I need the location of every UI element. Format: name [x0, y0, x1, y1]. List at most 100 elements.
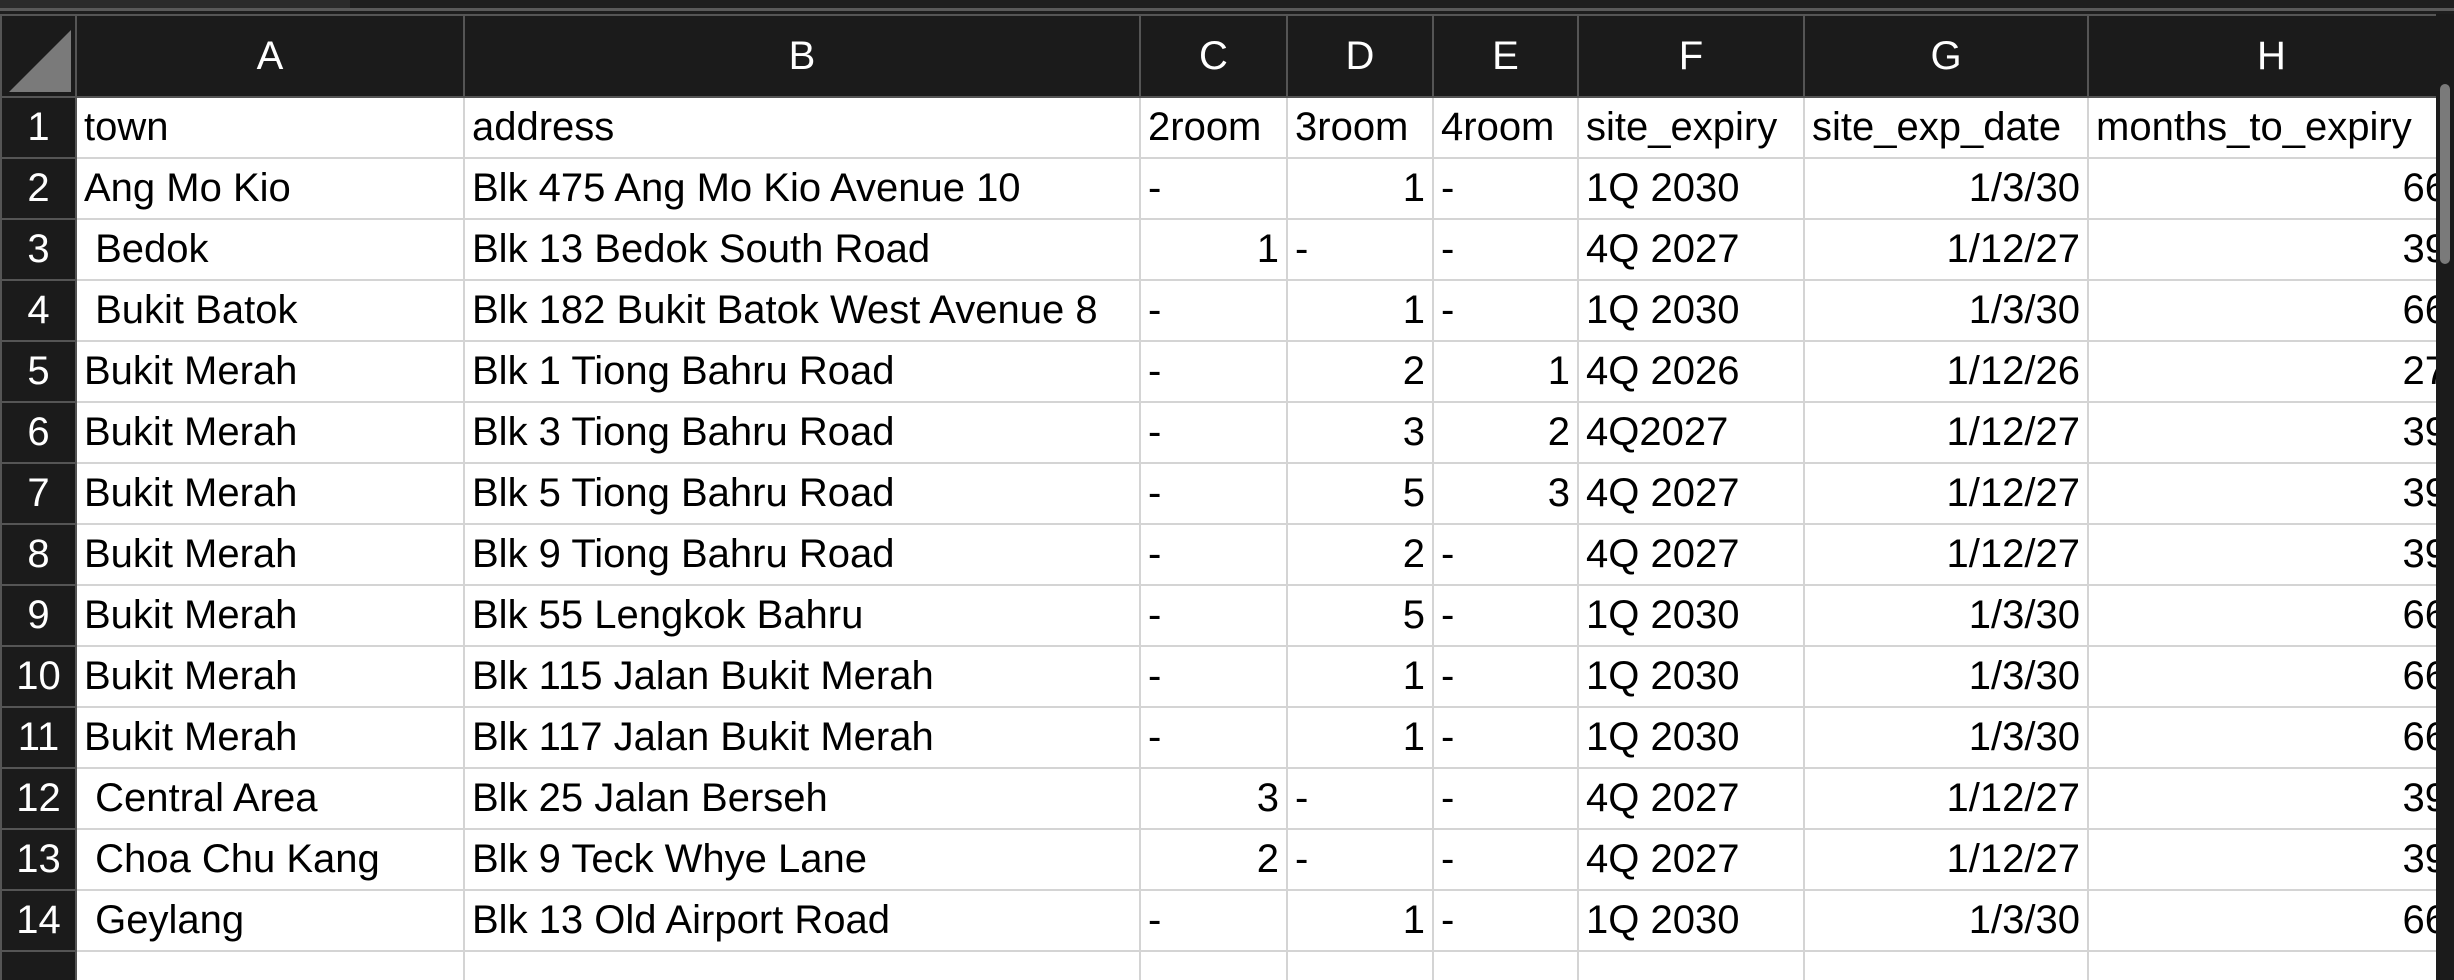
cell-4room[interactable]: -: [1432, 706, 1579, 769]
cell-town[interactable]: Bukit Merah: [75, 645, 465, 708]
cell-months-to-expiry[interactable]: 66: [2087, 157, 2454, 220]
cell-3room[interactable]: 3room: [1286, 96, 1434, 159]
cell-3room[interactable]: 1: [1286, 279, 1434, 342]
cell-months-to-expiry[interactable]: 39: [2087, 828, 2454, 891]
cell-2room[interactable]: -: [1139, 340, 1288, 403]
cell-address[interactable]: Blk 9 Teck Whye Lane: [463, 828, 1141, 891]
cell-months-to-expiry[interactable]: 27: [2087, 340, 2454, 403]
cell-2room[interactable]: -: [1139, 462, 1288, 525]
cell-town[interactable]: town: [75, 96, 465, 159]
select-all-corner[interactable]: [0, 14, 77, 98]
cell-4room[interactable]: 3: [1432, 462, 1579, 525]
cell-town[interactable]: Bukit Merah: [75, 401, 465, 464]
row-header[interactable]: 5: [0, 340, 77, 403]
cell-site-expiry[interactable]: 1Q 2030: [1577, 584, 1805, 647]
cell-town[interactable]: Bedok: [75, 218, 465, 281]
cell-months-to-expiry[interactable]: [2087, 950, 2454, 980]
cell-town[interactable]: Ang Mo Kio: [75, 157, 465, 220]
cell-address[interactable]: Blk 1 Tiong Bahru Road: [463, 340, 1141, 403]
cell-months-to-expiry[interactable]: 66: [2087, 889, 2454, 952]
cell-4room[interactable]: -: [1432, 767, 1579, 830]
cell-site-expiry[interactable]: 4Q 2027: [1577, 218, 1805, 281]
cell-4room[interactable]: 2: [1432, 401, 1579, 464]
cell-2room[interactable]: -: [1139, 584, 1288, 647]
cell-town[interactable]: Central Area: [75, 767, 465, 830]
cell-4room[interactable]: 1: [1432, 340, 1579, 403]
cell-address[interactable]: Blk 25 Jalan Berseh: [463, 767, 1141, 830]
cell-site-exp-date[interactable]: 1/3/30: [1803, 279, 2089, 342]
column-header-a[interactable]: A: [75, 14, 465, 98]
column-header-g[interactable]: G: [1803, 14, 2089, 98]
cell-4room[interactable]: [1432, 950, 1579, 980]
cell-3room[interactable]: 1: [1286, 889, 1434, 952]
scrollbar-thumb[interactable]: [2440, 84, 2450, 264]
cell-town[interactable]: Bukit Merah: [75, 523, 465, 586]
cell-site-expiry[interactable]: site_expiry: [1577, 96, 1805, 159]
cell-2room[interactable]: -: [1139, 523, 1288, 586]
row-header[interactable]: 6: [0, 401, 77, 464]
cell-town[interactable]: Bukit Batok: [75, 279, 465, 342]
cell-site-expiry[interactable]: 1Q 2030: [1577, 645, 1805, 708]
cell-2room[interactable]: 2room: [1139, 96, 1288, 159]
row-header[interactable]: 13: [0, 828, 77, 891]
row-header[interactable]: [0, 950, 77, 980]
cell-address[interactable]: Blk 117 Jalan Bukit Merah: [463, 706, 1141, 769]
cell-town[interactable]: Bukit Merah: [75, 584, 465, 647]
cell-site-exp-date[interactable]: 1/12/27: [1803, 218, 2089, 281]
cell-months-to-expiry[interactable]: 39: [2087, 218, 2454, 281]
cell-4room[interactable]: -: [1432, 157, 1579, 220]
row-header[interactable]: 10: [0, 645, 77, 708]
cell-3room[interactable]: 5: [1286, 462, 1434, 525]
cell-months-to-expiry[interactable]: 66: [2087, 584, 2454, 647]
cell-2room[interactable]: -: [1139, 279, 1288, 342]
cell-site-expiry[interactable]: 4Q 2027: [1577, 462, 1805, 525]
cell-site-exp-date[interactable]: site_exp_date: [1803, 96, 2089, 159]
cell-site-exp-date[interactable]: 1/12/27: [1803, 462, 2089, 525]
cell-4room[interactable]: -: [1432, 523, 1579, 586]
row-header[interactable]: 4: [0, 279, 77, 342]
cell-address[interactable]: Blk 475 Ang Mo Kio Avenue 10: [463, 157, 1141, 220]
cell-2room[interactable]: 3: [1139, 767, 1288, 830]
cell-site-expiry[interactable]: 1Q 2030: [1577, 889, 1805, 952]
cell-address[interactable]: Blk 182 Bukit Batok West Avenue 8: [463, 279, 1141, 342]
cell-4room[interactable]: -: [1432, 279, 1579, 342]
row-header[interactable]: 7: [0, 462, 77, 525]
row-header[interactable]: 9: [0, 584, 77, 647]
row-header[interactable]: 11: [0, 706, 77, 769]
cell-site-exp-date[interactable]: 1/3/30: [1803, 645, 2089, 708]
column-header-d[interactable]: D: [1286, 14, 1434, 98]
cell-3room[interactable]: 1: [1286, 157, 1434, 220]
cell-site-expiry[interactable]: 4Q2027: [1577, 401, 1805, 464]
cell-address[interactable]: Blk 13 Bedok South Road: [463, 218, 1141, 281]
cell-2room[interactable]: -: [1139, 157, 1288, 220]
cell-address[interactable]: Blk 5 Tiong Bahru Road: [463, 462, 1141, 525]
cell-2room[interactable]: -: [1139, 401, 1288, 464]
cell-months-to-expiry[interactable]: 66: [2087, 279, 2454, 342]
cell-4room[interactable]: -: [1432, 645, 1579, 708]
row-header[interactable]: 12: [0, 767, 77, 830]
row-header[interactable]: 14: [0, 889, 77, 952]
cell-town[interactable]: Geylang: [75, 889, 465, 952]
cell-2room[interactable]: [1139, 950, 1288, 980]
vertical-scrollbar[interactable]: [2436, 14, 2454, 980]
cell-3room[interactable]: 1: [1286, 706, 1434, 769]
cell-months-to-expiry[interactable]: 39: [2087, 401, 2454, 464]
cell-4room[interactable]: -: [1432, 218, 1579, 281]
cell-site-exp-date[interactable]: 1/12/26: [1803, 340, 2089, 403]
row-header[interactable]: 1: [0, 96, 77, 159]
cell-town[interactable]: Choa Chu Kang: [75, 828, 465, 891]
cell-3room[interactable]: 1: [1286, 645, 1434, 708]
cell-months-to-expiry[interactable]: months_to_expiry: [2087, 96, 2454, 159]
cell-4room[interactable]: -: [1432, 828, 1579, 891]
row-header[interactable]: 2: [0, 157, 77, 220]
cell-3room[interactable]: [1286, 950, 1434, 980]
cell-2room[interactable]: 2: [1139, 828, 1288, 891]
cell-address[interactable]: address: [463, 96, 1141, 159]
cell-address[interactable]: Blk 3 Tiong Bahru Road: [463, 401, 1141, 464]
cell-site-exp-date[interactable]: 1/3/30: [1803, 157, 2089, 220]
row-header[interactable]: 8: [0, 523, 77, 586]
cell-3room[interactable]: -: [1286, 218, 1434, 281]
cell-2room[interactable]: 1: [1139, 218, 1288, 281]
cell-4room[interactable]: -: [1432, 889, 1579, 952]
cell-address[interactable]: [463, 950, 1141, 980]
